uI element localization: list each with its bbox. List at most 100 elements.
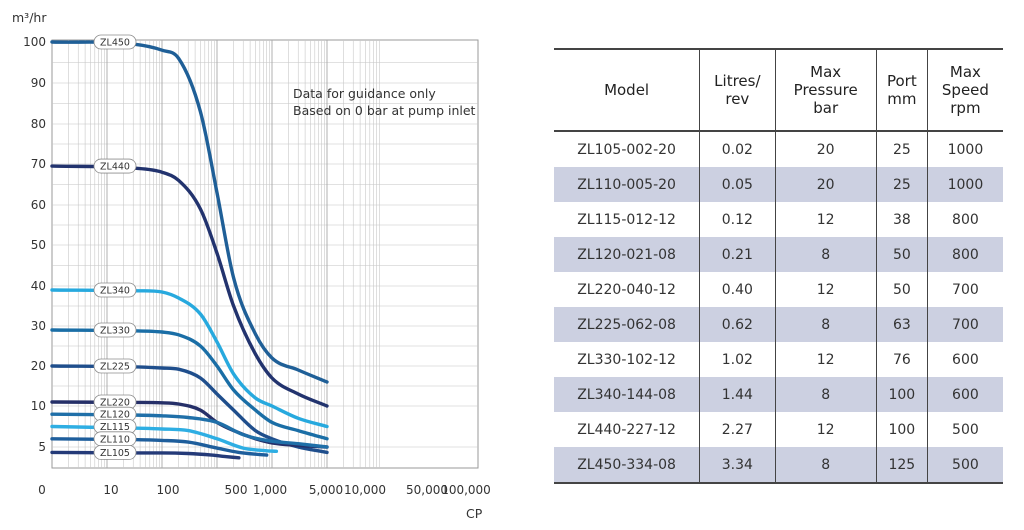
table-cell: ZL225-062-08 bbox=[554, 307, 700, 342]
table-cell: 20 bbox=[774, 131, 877, 167]
table-cell: 8 bbox=[774, 447, 877, 483]
curve-label-zl440: ZL440 bbox=[100, 162, 130, 173]
table-cell: 25 bbox=[875, 131, 928, 167]
table-cell: ZL450-334-08 bbox=[554, 447, 700, 483]
table-body: ZL105-002-20 0.02 20 25 1000 ZL110-005-20 0.05… bbox=[554, 131, 1003, 483]
column-header-line: bar bbox=[813, 99, 839, 117]
column-header-4: Max Speed rpm bbox=[926, 49, 1003, 132]
table-row: ZL330-102-12 1.02 12 76 600 bbox=[554, 342, 1003, 377]
curve-label-pill bbox=[93, 158, 137, 174]
table-cell: 63 bbox=[875, 307, 928, 342]
y-tick-label: 5 bbox=[38, 440, 46, 454]
y-tick-label: 80 bbox=[31, 117, 46, 131]
x-tick-label: 10 bbox=[103, 483, 118, 497]
table-row: ZL225-062-08 0.62 8 63 700 bbox=[554, 307, 1003, 342]
table-cell: 800 bbox=[926, 202, 1003, 237]
column-header-line: Speed bbox=[941, 81, 989, 99]
column-header-line: Pressure bbox=[793, 81, 858, 99]
table-cell: 1000 bbox=[926, 131, 1003, 167]
table-cell: ZL105-002-20 bbox=[577, 141, 676, 158]
y-tick-label: 40 bbox=[31, 279, 46, 293]
table-cell: 25 bbox=[875, 167, 928, 202]
table-cell: 700 bbox=[926, 307, 1003, 342]
curve-label-zl115: ZL115 bbox=[100, 422, 130, 433]
y-axis-label: m³/hr bbox=[12, 10, 47, 25]
curve-label-pill bbox=[93, 322, 137, 338]
x-tick-label: 0 bbox=[38, 483, 46, 497]
pump-spec-table: Model Litres/rev Max Pressure bar Port mm Max Sp… bbox=[554, 48, 1003, 484]
table-cell: 1000 bbox=[926, 167, 1003, 202]
x-tick-label: 100,000 bbox=[441, 483, 491, 497]
column-header-line: Port bbox=[886, 72, 917, 90]
curve-label-zl330: ZL330 bbox=[100, 326, 130, 337]
curve-label-pill bbox=[93, 444, 137, 460]
table-cell: 0.12 bbox=[699, 202, 776, 237]
table-cell: 2.27 bbox=[699, 412, 776, 447]
table-cell: 700 bbox=[926, 272, 1003, 307]
curve-label-zl105: ZL105 bbox=[100, 448, 130, 459]
table-row: ZL110-005-20 0.05 20 25 1000 bbox=[554, 167, 1003, 202]
table-cell: 500 bbox=[926, 412, 1003, 447]
curve-label-zl340: ZL340 bbox=[100, 286, 130, 297]
curve-zl440 bbox=[50, 164, 329, 408]
y-tick-label: 30 bbox=[31, 319, 46, 333]
column-header-line: Model bbox=[604, 81, 650, 99]
curve-label-zl120: ZL120 bbox=[100, 410, 130, 421]
y-tick-label: 20 bbox=[31, 359, 46, 373]
table-cell: 500 bbox=[926, 447, 1003, 483]
table-cell: 76 bbox=[875, 342, 928, 377]
table-cell: 12 bbox=[774, 412, 877, 447]
x-tick-label: 100 bbox=[157, 483, 180, 497]
curve-zl340 bbox=[50, 288, 329, 429]
table-cell: 0.21 bbox=[699, 237, 776, 272]
table-row: ZL105-002-20 0.02 20 25 1000 bbox=[554, 131, 1003, 167]
x-tick-label: 500 bbox=[225, 483, 248, 497]
curve-zl450 bbox=[50, 40, 329, 384]
table-cell: ZL115-012-12 bbox=[577, 211, 676, 228]
x-tick-label: 10,000 bbox=[344, 483, 386, 497]
table-row: ZL120-021-08 0.21 8 50 800 bbox=[554, 237, 1003, 272]
column-header-line: Max bbox=[949, 63, 981, 81]
table-cell: ZL220-040-12 bbox=[577, 281, 676, 298]
y-tick-label: 60 bbox=[31, 198, 46, 212]
curve-label-pill bbox=[93, 282, 137, 298]
table-cell: 0.05 bbox=[699, 167, 776, 202]
table-cell: ZL120-021-08 bbox=[554, 237, 700, 272]
table-cell: 100 bbox=[875, 412, 928, 447]
table-cell: 3.34 bbox=[699, 447, 776, 483]
table-cell: ZL110-005-20 bbox=[554, 167, 700, 202]
column-header-2: Max Pressure bar bbox=[774, 49, 877, 132]
table-cell: 38 bbox=[875, 202, 928, 237]
table-cell: 8 bbox=[774, 237, 877, 272]
column-header-line: Max bbox=[810, 63, 842, 81]
table-cell: 12 bbox=[774, 202, 877, 237]
column-header-line: mm bbox=[887, 90, 917, 108]
table-row: ZL340-144-08 1.44 8 100 600 bbox=[554, 377, 1003, 412]
table-cell: 125 bbox=[875, 447, 928, 483]
column-header-3: Port mm bbox=[875, 49, 928, 132]
table-cell: 100 bbox=[875, 377, 928, 412]
column-header-1: Litres/rev bbox=[699, 49, 776, 132]
chart-note-line-1: Data for guidance only bbox=[293, 86, 436, 101]
y-tick-label: 10 bbox=[31, 399, 46, 413]
chart-curves bbox=[50, 40, 329, 460]
table-cell: ZL340-144-08 bbox=[554, 377, 700, 412]
chart-note-line-2: Based on 0 bar at pump inlet bbox=[293, 103, 476, 118]
column-header-0: Model bbox=[554, 49, 700, 132]
curve-label-zl220: ZL220 bbox=[100, 398, 130, 409]
table-cell: 1.44 bbox=[699, 377, 776, 412]
x-tick-label: 5,000 bbox=[309, 483, 343, 497]
curve-label-pill bbox=[93, 34, 137, 50]
table-row: ZL440-227-12 2.27 12 100 500 bbox=[554, 412, 1003, 447]
y-tick-label: 70 bbox=[31, 157, 46, 171]
table-cell: 600 bbox=[926, 377, 1003, 412]
table-row: ZL115-012-12 0.12 12 38 800 bbox=[554, 202, 1003, 237]
curve-label-pill bbox=[93, 358, 137, 374]
table-row: ZL450-334-08 3.34 8 125 500 bbox=[554, 447, 1003, 483]
table-cell: 800 bbox=[926, 237, 1003, 272]
chart-curve-labels: ZL450 ZL440 ZL340 ZL330 ZL225 ZL220ZL120ZL115… bbox=[93, 34, 137, 460]
table-cell: ZL440-227-12 bbox=[577, 421, 676, 438]
table-cell: 50 bbox=[875, 237, 928, 272]
